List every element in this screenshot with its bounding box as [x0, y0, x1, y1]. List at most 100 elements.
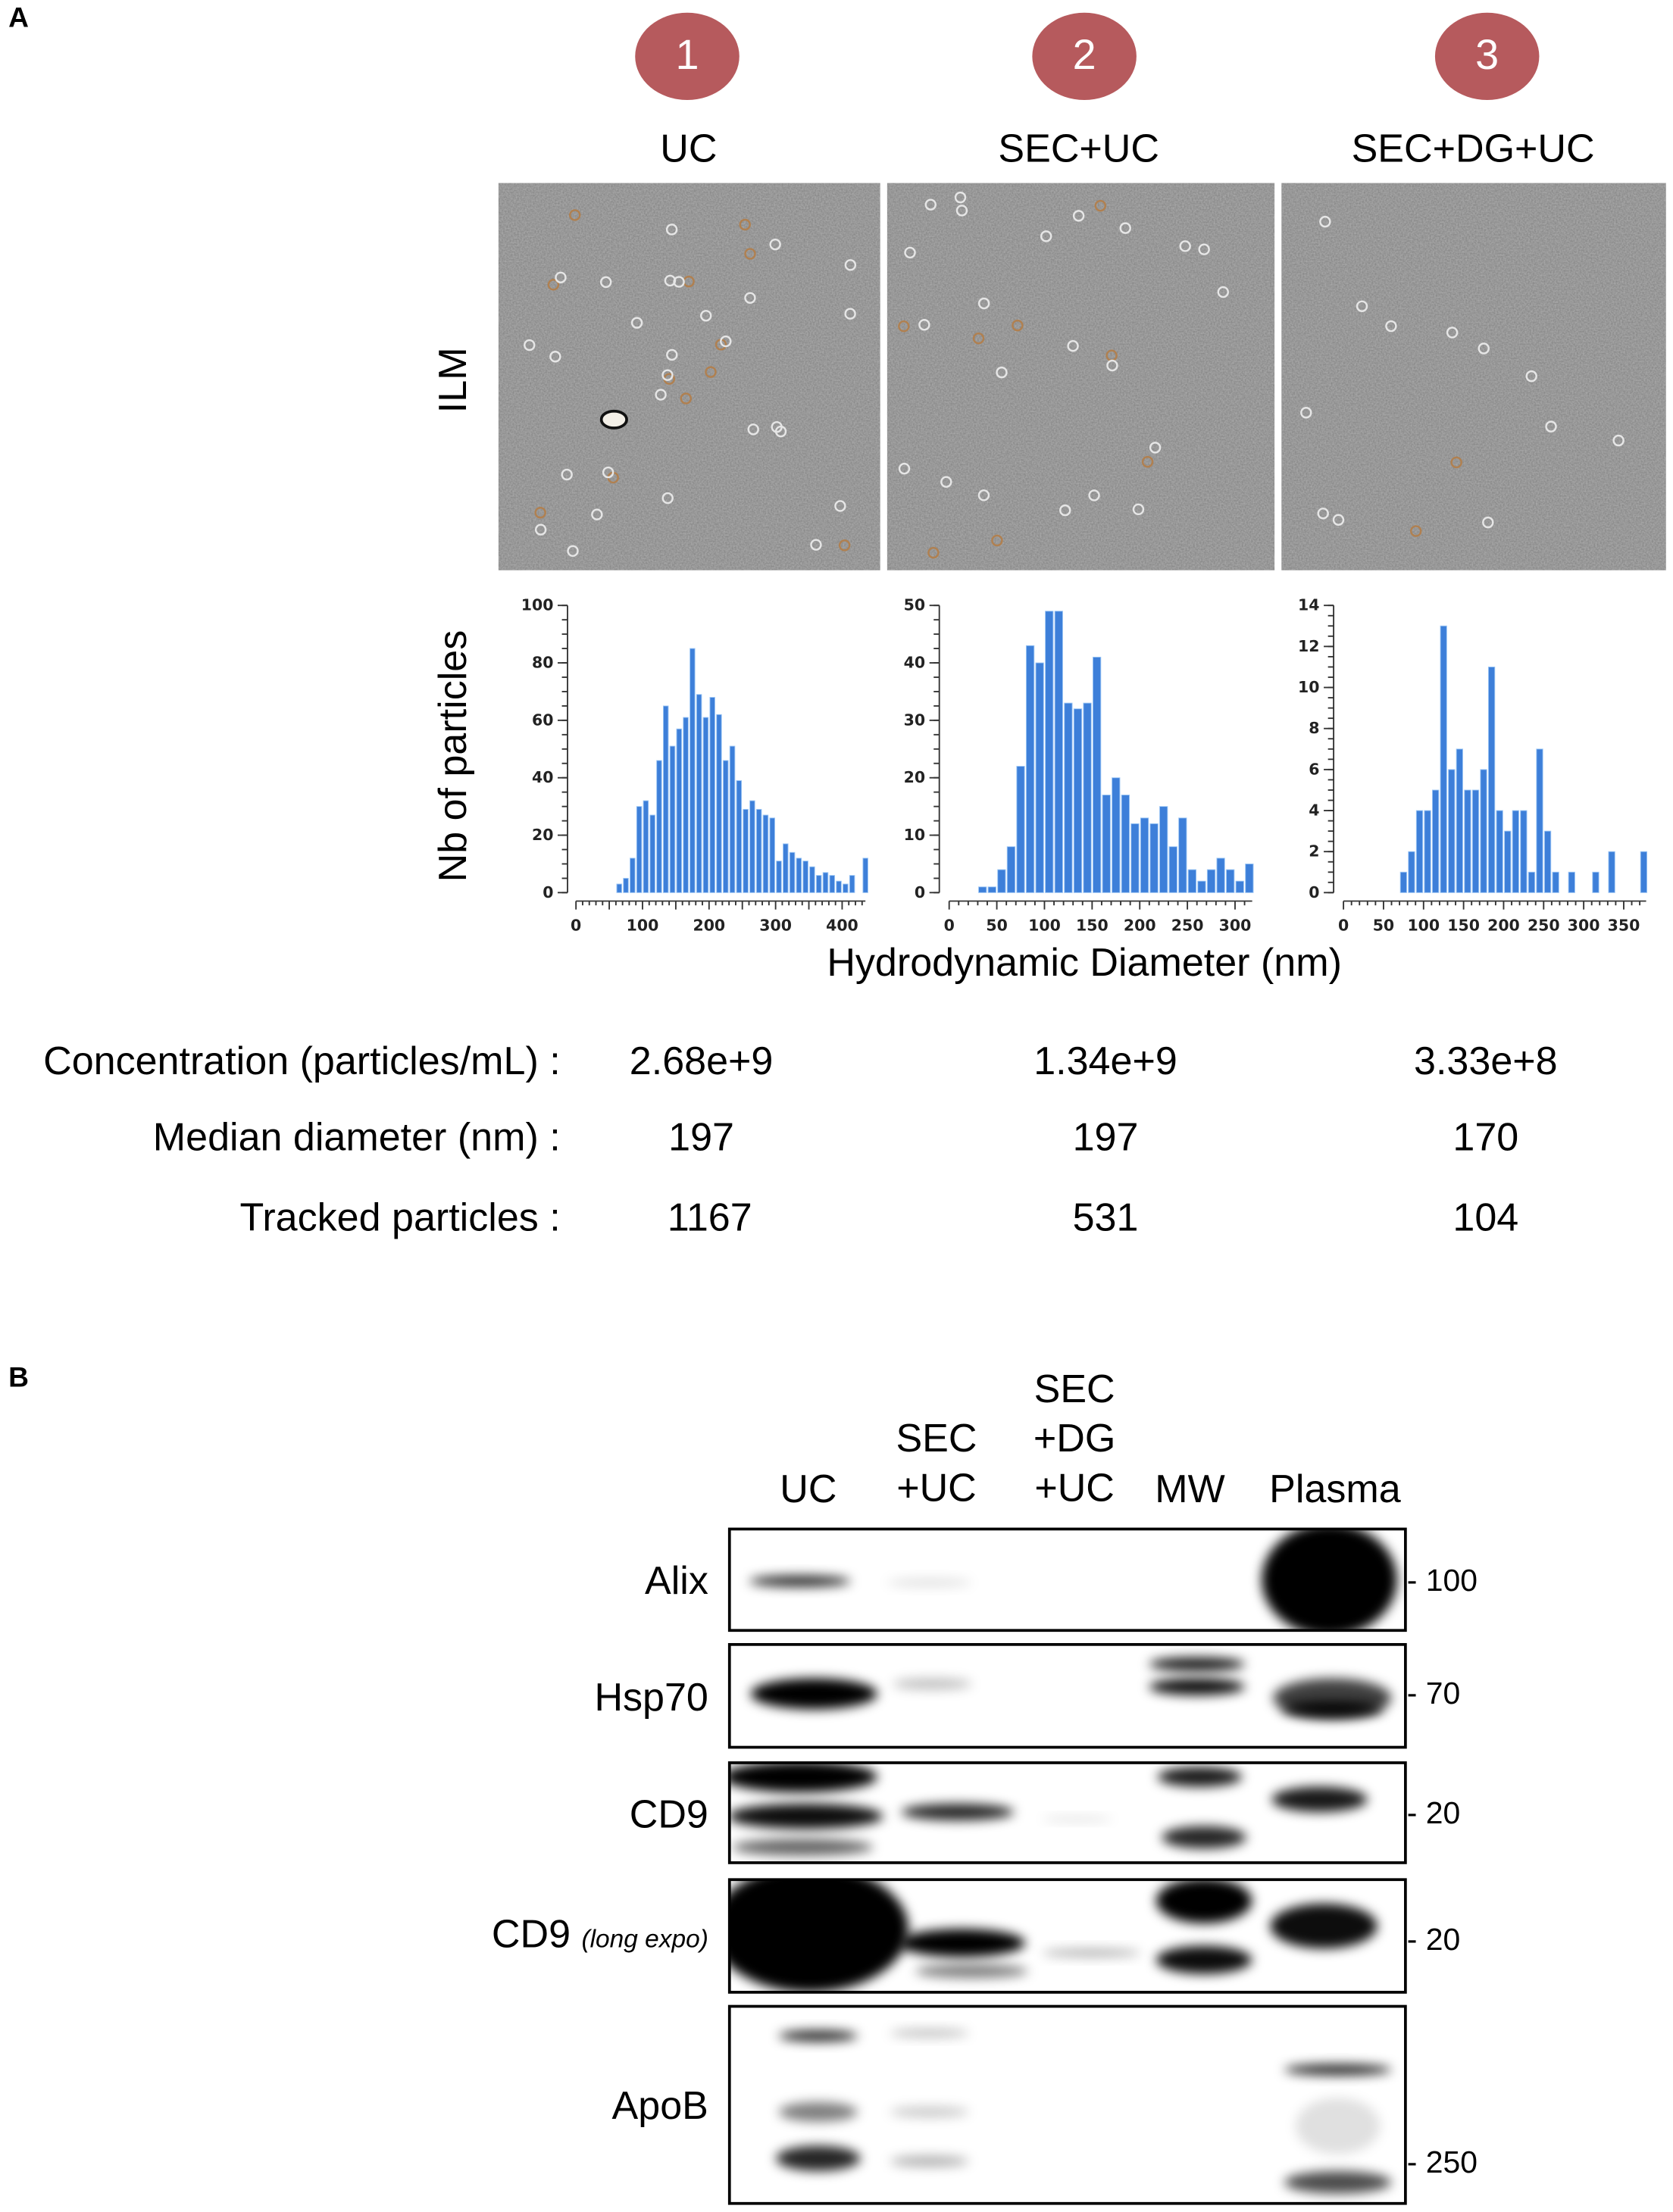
blot-name: ApoB	[611, 2083, 708, 2128]
histogram-bar	[1448, 769, 1456, 893]
y-tick-label: 80	[532, 654, 553, 672]
particle-marker	[1300, 407, 1312, 419]
histogram-x-label: Hydrodynamic Diameter (nm)	[827, 940, 1342, 985]
ilm-background	[498, 183, 880, 570]
cell: 3.33e+8	[1414, 1039, 1558, 1083]
particle-marker	[977, 489, 990, 501]
histogram-bar	[1536, 748, 1543, 893]
protein-band	[893, 1678, 972, 1690]
protein-band	[749, 1575, 851, 1587]
x-tick-label: 0	[944, 917, 955, 935]
lane-header-uc: UC	[780, 1464, 836, 1514]
particle-marker	[954, 191, 967, 204]
particle-marker	[1106, 359, 1118, 372]
protein-band	[890, 2106, 969, 2118]
particle-marker	[630, 317, 643, 329]
blot-label-cd9-long: CD9 (long expo)	[0, 1912, 708, 1957]
lane-header-line: MW	[1155, 1467, 1225, 1511]
particle-marker	[1012, 319, 1024, 332]
histogram-bar	[1504, 830, 1512, 893]
particle-marker	[1067, 340, 1079, 352]
histogram-bar	[776, 861, 782, 893]
mw-marker-20: - 20	[1406, 1795, 1461, 1831]
particle-marker	[1198, 243, 1210, 255]
y-tick-label: 40	[904, 654, 925, 672]
histogram-bar	[636, 806, 643, 893]
particle-marker	[1446, 326, 1459, 339]
x-tick-label: 400	[826, 917, 858, 935]
protein-band	[1162, 1826, 1246, 1849]
blot-bands	[729, 1762, 1368, 1856]
condition-badge-3: 3	[1434, 12, 1540, 100]
particle-marker	[739, 218, 751, 231]
particle-marker	[1040, 230, 1052, 242]
histogram-bar	[1140, 817, 1149, 893]
particle-marker	[1356, 300, 1368, 313]
protein-band	[1281, 1701, 1384, 1718]
lane-header-sec-uc: SEC +UC	[896, 1414, 977, 1512]
particle-marker	[1478, 342, 1490, 355]
x-tick-label: 100	[1028, 917, 1061, 935]
particle-marker	[1217, 286, 1229, 298]
blot-cd9-long-expo	[727, 1878, 1407, 1994]
histogram-bar	[1045, 611, 1054, 893]
histogram-bar	[669, 745, 676, 893]
y-tick-label: 12	[1298, 637, 1319, 655]
histogram-bar	[623, 877, 629, 893]
particle-marker	[1119, 222, 1131, 234]
histogram-bar	[849, 875, 855, 893]
protein-band	[778, 2101, 858, 2122]
histogram-bar	[643, 800, 649, 893]
histogram-bar	[1543, 830, 1552, 893]
y-tick-label: 4	[1309, 801, 1319, 820]
blot-alix	[727, 1527, 1407, 1632]
protein-band	[778, 2030, 858, 2042]
histogram-bar	[1168, 846, 1177, 893]
histogram-bar	[656, 760, 662, 893]
cell: 1167	[667, 1195, 752, 1239]
cell: 104	[1453, 1195, 1519, 1239]
particle-marker	[924, 198, 937, 211]
protein-band	[1295, 2098, 1381, 2154]
particle-marker	[991, 534, 1003, 547]
histogram-bar	[1480, 769, 1487, 893]
histogram-bar	[987, 886, 996, 893]
histogram-bar	[822, 872, 829, 893]
protein-band	[1149, 1678, 1246, 1695]
particle-marker	[1149, 442, 1162, 454]
histogram-1: 0 20 40 60 80 100 0 100 200 300 400	[521, 596, 868, 935]
particle-marker	[844, 259, 857, 271]
x-tick-label: 100	[1407, 917, 1440, 935]
x-tick-label: 350	[1608, 917, 1640, 935]
histogram-3: 0 2 4 6 8 10 12 14 0 50 100 150 200 250 300 350	[1298, 596, 1648, 935]
x-tick-label: 150	[1076, 917, 1109, 935]
lane-header-plasma: Plasma	[1269, 1464, 1401, 1514]
blot-bands	[750, 1657, 1392, 1718]
cell: 1.34e+9	[1034, 1039, 1177, 1083]
histogram-bar	[649, 814, 655, 893]
histogram-bar	[1073, 708, 1083, 893]
particle-marker	[940, 476, 952, 488]
histogram-bar	[1471, 789, 1480, 893]
blot-name: CD9	[629, 1792, 708, 1836]
histogram-bar	[1206, 869, 1216, 893]
histogram-bar	[1487, 666, 1496, 893]
histogram-bar	[1496, 810, 1503, 893]
histogram-bar	[1456, 748, 1463, 893]
protein-band	[1284, 2064, 1392, 2076]
histogram-bar	[743, 808, 749, 893]
particle-marker	[561, 468, 573, 481]
particle-marker	[661, 492, 674, 505]
histogram-bar	[796, 858, 802, 893]
particle-marker	[720, 335, 732, 348]
particle-marker	[661, 369, 674, 381]
particle-marker	[555, 271, 567, 284]
histogram-bar	[716, 714, 722, 893]
x-tick-label: 250	[1528, 917, 1560, 935]
protein-band	[1270, 1903, 1377, 1949]
histogram-bar	[789, 851, 796, 893]
protein-band	[1042, 1948, 1141, 1957]
histogram-bar	[1130, 823, 1140, 893]
